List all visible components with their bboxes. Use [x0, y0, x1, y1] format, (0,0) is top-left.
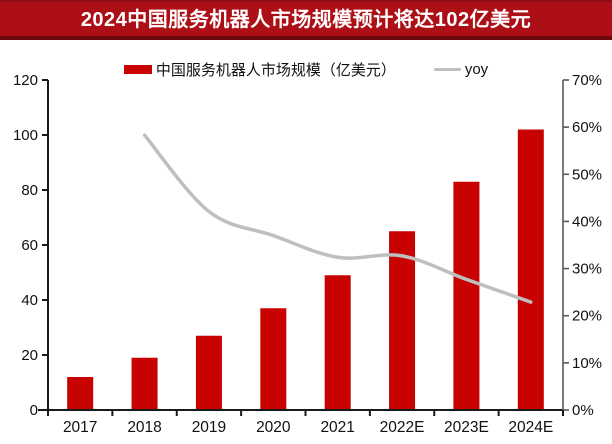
bar-2018 [131, 357, 158, 410]
right-tick-label: 50% [572, 166, 602, 183]
x-label-2017: 2017 [63, 419, 97, 436]
chart-title: 2024中国服务机器人市场规模预计将达102亿美元 [0, 0, 612, 40]
left-tick-label: 20 [21, 347, 38, 364]
left-tick-label: 120 [13, 72, 38, 89]
left-tick-label: 80 [21, 182, 38, 199]
left-tick-label: 0 [30, 402, 38, 419]
bar-2020 [260, 308, 287, 410]
x-label-2021: 2021 [320, 419, 354, 436]
x-label-2024E: 2024E [508, 419, 553, 436]
yoy-line [142, 133, 533, 304]
bar-2019 [195, 335, 222, 410]
bar-2022E [389, 231, 416, 410]
legend-line-label: yoy [464, 60, 489, 78]
x-label-2023E: 2023E [444, 419, 489, 436]
left-tick-label: 60 [21, 237, 38, 254]
x-label-2019: 2019 [192, 419, 226, 436]
right-tick-label: 30% [572, 261, 602, 278]
right-tick-label: 40% [572, 213, 602, 230]
bar-2017 [67, 377, 94, 410]
legend-item-yoy: yoy [433, 60, 489, 78]
legend: 中国服务机器人市场规模（亿美元） yoy [0, 58, 612, 80]
bar-2024E [517, 129, 544, 410]
right-tick-label: 0% [572, 402, 594, 419]
legend-item-market-size: 中国服务机器人市场规模（亿美元） [123, 59, 396, 80]
line-series-swatch-icon [433, 67, 461, 71]
bar-series-swatch-icon [123, 64, 152, 74]
right-tick-label: 10% [572, 355, 602, 372]
right-tick-label: 20% [572, 308, 602, 325]
right-tick-label: 70% [572, 72, 602, 89]
legend-bar-label: 中国服务机器人市场规模（亿美元） [155, 61, 396, 79]
left-tick-label: 100 [13, 127, 38, 144]
x-label-2022E: 2022E [380, 419, 425, 436]
x-label-2018: 2018 [127, 419, 161, 436]
bar-2023E [453, 181, 480, 410]
bar-2021 [324, 275, 351, 410]
left-tick-label: 40 [21, 292, 38, 309]
right-tick-label: 60% [572, 119, 602, 136]
x-label-2020: 2020 [256, 419, 291, 436]
